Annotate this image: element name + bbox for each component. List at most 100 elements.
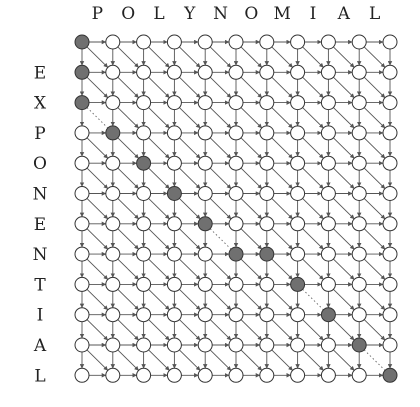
diagonal-edge [363, 258, 386, 280]
grid-node [105, 34, 121, 50]
side-sequence-letter: E [34, 215, 46, 235]
grid-node [320, 155, 336, 171]
diagonal-edge [86, 137, 109, 159]
grid-node [320, 216, 336, 232]
diagonal-edge [148, 107, 170, 129]
grid-node [351, 155, 367, 171]
grid-node [382, 95, 398, 111]
grid-node [166, 307, 182, 323]
diagonal-edge [240, 258, 263, 280]
diagonal-edge [179, 137, 201, 159]
path-node [105, 125, 121, 141]
diagonal-edge [86, 228, 109, 250]
diagonal-edge [209, 46, 232, 68]
grid-node [197, 64, 213, 80]
grid-node [382, 337, 398, 353]
path-node [74, 64, 90, 80]
grid-node [290, 337, 306, 353]
diagonal-edge [179, 319, 201, 341]
diagonal-edge [240, 76, 263, 99]
top-sequence-letter: P [92, 4, 103, 24]
top-sequence-letter: L [153, 4, 164, 24]
grid-node [351, 246, 367, 262]
diagonal-edge [333, 198, 355, 220]
grid-node [320, 246, 336, 262]
diagonal-edge [363, 137, 386, 159]
grid-node [105, 337, 121, 353]
diagonal-edge [148, 76, 170, 99]
side-sequence-letter: I [37, 306, 44, 326]
diagonal-edge [302, 137, 324, 159]
grid-node [290, 34, 306, 50]
grid-node [320, 186, 336, 201]
grid-node [166, 125, 182, 141]
grid-node [290, 367, 306, 383]
diagonal-edge [117, 319, 139, 341]
diagonal-edge [117, 258, 139, 280]
path-node [228, 246, 244, 262]
diagonal-edge [148, 167, 170, 189]
top-sequence-letter: L [369, 4, 380, 24]
diagonal-edge [209, 319, 232, 341]
grid-node [105, 186, 121, 201]
grid-node [290, 186, 306, 201]
diagonal-edge [333, 137, 355, 159]
diagonal-edge [86, 76, 109, 99]
grid-node [197, 246, 213, 262]
diagonal-edge [333, 349, 355, 371]
grid-node [382, 155, 398, 171]
grid-node [74, 155, 90, 171]
diagonal-edge [240, 319, 263, 341]
diagonal-edge [148, 319, 170, 341]
diagonal-edge [302, 198, 324, 220]
grid-node [74, 216, 90, 232]
grid-node [136, 186, 152, 201]
diagonal-edge [333, 46, 355, 68]
diagonal-edge [363, 228, 386, 250]
diagonal-edge [363, 167, 386, 189]
grid-node [351, 307, 367, 323]
diagonal-edge [86, 198, 109, 220]
diagonal-edge [179, 76, 201, 99]
diagonal-edge [209, 76, 232, 99]
path-node [74, 34, 90, 50]
grid-node [105, 64, 121, 80]
grid-node [166, 337, 182, 353]
grid-node [259, 95, 275, 111]
diagonal-edge [179, 46, 201, 68]
path-diagonal-edge [302, 288, 324, 311]
grid-node [320, 95, 336, 111]
grid-node [382, 186, 398, 201]
grid-node [166, 246, 182, 262]
grid-node [351, 64, 367, 80]
top-sequence-letter: O [244, 4, 258, 24]
path-diagonal-edge [209, 228, 232, 250]
grid-node [351, 186, 367, 201]
diagonal-edge [302, 319, 324, 341]
diagonal-edge [179, 107, 201, 129]
grid-node [74, 246, 90, 262]
grid-node [382, 216, 398, 232]
path-node [197, 216, 213, 232]
diagonal-edge [148, 258, 170, 280]
grid-node [320, 367, 336, 383]
diagonal-edge [240, 137, 263, 159]
diagonal-edge [333, 228, 355, 250]
diagonal-edge [209, 137, 232, 159]
diagonal-edge [117, 46, 139, 68]
grid-node [228, 125, 244, 141]
grid-node [259, 64, 275, 80]
diagonal-edge [179, 349, 201, 371]
diagonal-edge [86, 319, 109, 341]
top-sequence-letter: N [213, 4, 228, 24]
grid-node [228, 307, 244, 323]
grid-node [320, 276, 336, 292]
diagonal-edge [179, 288, 201, 311]
grid-node [197, 337, 213, 353]
grid-node [382, 246, 398, 262]
grid-node [320, 34, 336, 50]
grid-node [351, 34, 367, 50]
diagonal-edge [179, 167, 201, 189]
diagonal-edge [86, 46, 109, 68]
